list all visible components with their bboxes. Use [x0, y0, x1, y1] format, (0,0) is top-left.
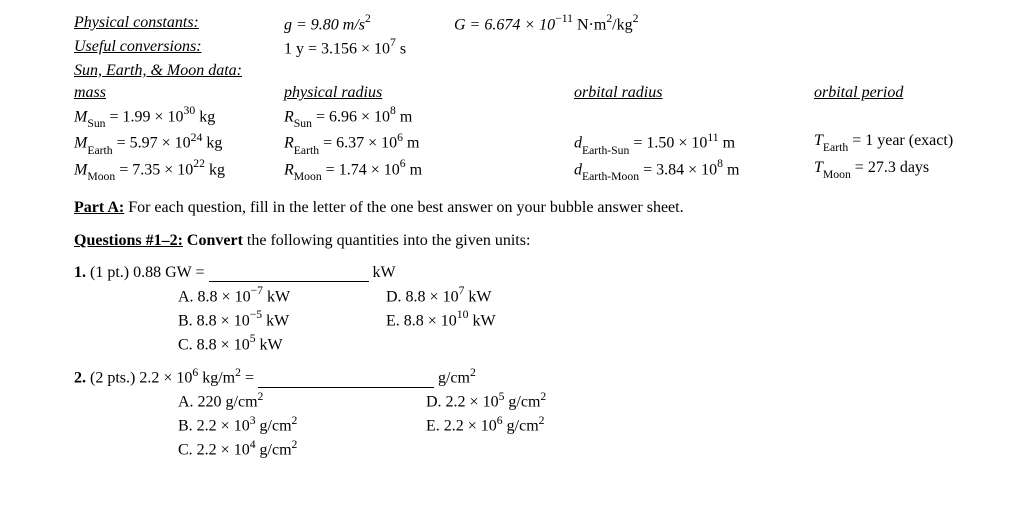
q2-row-a: A. 220 g/cm2 D. 2.2 × 105 g/cm2	[178, 389, 1024, 413]
part-a: Part A: For each question, fill in the l…	[74, 197, 1024, 219]
q2-choice-c: C. 2.2 × 104 g/cm2	[178, 437, 426, 461]
data-column-headers: mass physical radius orbital radius orbi…	[74, 82, 1024, 104]
orbital-period-header: orbital period	[814, 82, 994, 104]
q1-choice-c: C. 8.8 × 105 kW	[178, 332, 386, 356]
G-value: G = 6.674 × 10−11 N·m2/kg2	[454, 12, 638, 36]
radius-sun: RSun = 6.96 × 108 m	[284, 104, 574, 130]
question-1: 1. (1 pt.) 0.88 GW = ___________________…	[74, 262, 1024, 355]
period-moon: TMoon = 27.3 days	[814, 157, 994, 183]
physical-constants-label: Physical constants:	[74, 12, 284, 36]
useful-conversions-label: Useful conversions:	[74, 36, 284, 60]
q1-choice-b: B. 8.8 × 10−5 kW	[178, 308, 386, 332]
header-row-2: Useful conversions: 1 y = 3.156 × 107 s	[74, 36, 1024, 60]
question-2: 2. (2 pts.) 2.2 × 106 kg/m2 = __________…	[74, 365, 1024, 461]
q2-row-b: B. 2.2 × 103 g/cm2 E. 2.2 × 106 g/cm2	[178, 413, 1024, 437]
questions-header: Questions #1–2: Convert the following qu…	[74, 230, 1024, 252]
questions-label: Questions #1–2:	[74, 232, 183, 249]
period-earth: TEarth = 1 year (exact)	[814, 130, 994, 156]
mass-header: mass	[74, 82, 284, 104]
header-row-1: Physical constants: g = 9.80 m/s2 G = 6.…	[74, 12, 1024, 36]
radius-header: physical radius	[284, 82, 574, 104]
q1-choice-d: D. 8.8 × 107 kW	[386, 284, 646, 308]
mass-sun: MSun = 1.99 × 1030 kg	[74, 104, 284, 130]
q2-choice-e: E. 2.2 × 106 g/cm2	[426, 413, 686, 437]
q2-stem: 2. (2 pts.) 2.2 × 106 kg/m2 = __________…	[74, 365, 1024, 389]
q1-row-c: C. 8.8 × 105 kW	[178, 332, 1024, 356]
earth-row: MEarth = 5.97 × 1024 kg REarth = 6.37 × …	[74, 130, 1024, 156]
moon-row: MMoon = 7.35 × 1022 kg RMoon = 1.74 × 10…	[74, 157, 1024, 183]
q1-choice-a: A. 8.8 × 10−7 kW	[178, 284, 386, 308]
q1-row-b: B. 8.8 × 10−5 kW E. 8.8 × 1010 kW	[178, 308, 1024, 332]
radius-moon: RMoon = 1.74 × 106 m	[284, 157, 574, 183]
q2-choice-a: A. 220 g/cm2	[178, 389, 426, 413]
q1-choice-e: E. 8.8 × 1010 kW	[386, 308, 646, 332]
q1-stem: 1. (1 pt.) 0.88 GW = ___________________…	[74, 262, 1024, 284]
q2-choice-d: D. 2.2 × 105 g/cm2	[426, 389, 686, 413]
mass-moon: MMoon = 7.35 × 1022 kg	[74, 157, 284, 183]
part-a-label: Part A:	[74, 199, 124, 216]
radius-earth: REarth = 6.37 × 106 m	[284, 130, 574, 156]
sun-row: MSun = 1.99 × 1030 kg RSun = 6.96 × 108 …	[74, 104, 1024, 130]
q2-choice-b: B. 2.2 × 103 g/cm2	[178, 413, 426, 437]
year-conversion: 1 y = 3.156 × 107 s	[284, 36, 406, 60]
q2-row-c: C. 2.2 × 104 g/cm2	[178, 437, 1024, 461]
q1-row-a: A. 8.8 × 10−7 kW D. 8.8 × 107 kW	[178, 284, 1024, 308]
orbital-radius-header: orbital radius	[574, 82, 814, 104]
mass-earth: MEarth = 5.97 × 1024 kg	[74, 130, 284, 156]
sun-earth-moon-label: Sun, Earth, & Moon data:	[74, 60, 1024, 83]
orbrad-earth-moon: dEarth-Moon = 3.84 × 108 m	[574, 157, 814, 183]
orbrad-earth-sun: dEarth-Sun = 1.50 × 1011 m	[574, 130, 814, 156]
part-a-text: For each question, fill in the letter of…	[124, 199, 683, 216]
